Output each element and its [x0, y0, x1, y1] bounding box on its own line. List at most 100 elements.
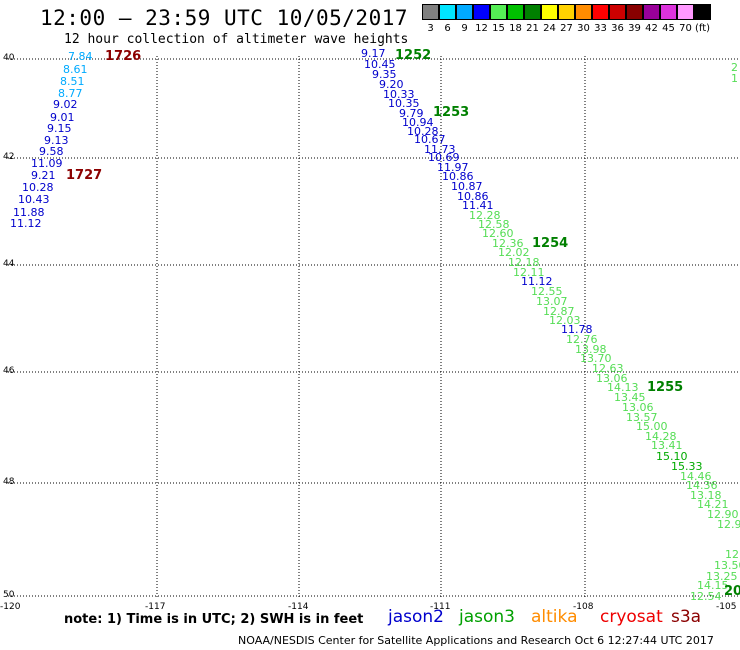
wave-height-label: 10.86 [442, 170, 474, 183]
wave-height-label: 12 [725, 548, 739, 561]
color-scale-swatch [592, 4, 609, 20]
latitude-tick-label: 40 [3, 53, 15, 63]
color-scale-label: 6 [444, 23, 451, 34]
wave-height-label: 9.79 [399, 107, 424, 120]
wave-height-label: 13.06 [596, 372, 628, 385]
pass-number-label: 20 [724, 584, 740, 599]
wave-height-label: 2 [731, 61, 738, 74]
wave-height-label: 12.54 [690, 590, 722, 603]
wave-height-label: 14.15 [697, 579, 729, 592]
wave-height-label: 10.28 [407, 125, 439, 138]
pass-number-label: 1727 [66, 168, 103, 183]
longitude-tick-label: -114 [288, 602, 309, 612]
color-scale-label: 45 [662, 23, 675, 34]
color-scale-swatch [456, 4, 473, 20]
wave-height-label: 13.70 [580, 352, 612, 365]
wave-height-label: 9.15 [47, 122, 72, 135]
color-scale-swatch [524, 4, 541, 20]
wave-height-label: 8.61 [63, 63, 88, 76]
color-scale-swatch [660, 4, 677, 20]
wave-height-label: 13.45 [614, 391, 646, 404]
wave-height-label: 13.41 [651, 439, 683, 452]
longitude-tick-label: -108 [573, 602, 594, 612]
wave-height-label: 9.58 [39, 145, 64, 158]
wave-height-label: 9.02 [53, 98, 78, 111]
wave-height-label: 12.28 [469, 209, 501, 222]
legend-entry-cryosat: cryosat [600, 607, 663, 627]
wave-height-label: 14.46 [680, 470, 712, 483]
wave-height-label: 12.76 [566, 333, 598, 346]
wave-height-label: 11.73 [424, 143, 456, 156]
units-note: note: 1) Time is in UTC; 2) SWH is in fe… [64, 612, 364, 627]
color-scale-swatch [643, 4, 660, 20]
color-scale-swatch [558, 4, 575, 20]
wave-height-label: 13.07 [536, 295, 568, 308]
color-scale-label: 12 [475, 23, 488, 34]
wave-height-label: 11.12 [10, 217, 42, 230]
wave-height-label: 13.18 [690, 489, 722, 502]
wave-height-label: 15.10 [656, 450, 688, 463]
wave-height-label: 7.84 [68, 50, 93, 63]
wave-height-label: 15.00 [636, 420, 668, 433]
longitude-tick-label: -120 [0, 602, 21, 612]
color-scale-swatch [626, 4, 643, 20]
legend-entry-s3a: s3a [671, 607, 702, 627]
wave-height-label: 12.03 [549, 314, 581, 327]
latitude-tick-label: 46 [3, 366, 15, 376]
wave-height-label: 9.17 [361, 47, 386, 60]
map-subtitle: 12 hour collection of altimeter wave hei… [64, 32, 409, 47]
color-scale-label: 9 [461, 23, 468, 34]
latitude-tick-label: 44 [3, 259, 15, 269]
color-scale-swatch [677, 4, 694, 20]
wave-height-label: 10.67 [414, 133, 446, 146]
wave-height-label: 10.86 [457, 190, 489, 203]
wave-height-label: 11.88 [13, 206, 45, 219]
color-scale-label: (ft) [694, 23, 711, 34]
pass-number-label: 1254 [532, 236, 569, 251]
color-scale-label: 27 [560, 23, 573, 34]
color-scale-label: 21 [526, 23, 539, 34]
wave-height-label: 10.45 [364, 58, 396, 71]
color-scale-swatch [609, 4, 626, 20]
wave-height-label: 11.41 [462, 199, 494, 212]
legend-entry-altika: altika [531, 607, 578, 627]
pass-number-label: 1252 [395, 48, 432, 63]
wave-height-label: 14.36 [686, 479, 718, 492]
wave-height-label: 10.28 [22, 181, 54, 194]
wave-height-label: 8.77 [58, 87, 83, 100]
wave-height-label: 13.57 [626, 411, 658, 424]
pass-number-label: 1255 [647, 380, 684, 395]
legend-entry-jason2: jason2 [388, 607, 444, 627]
wave-height-label: 13.06 [622, 401, 654, 414]
wave-height-label: 10.69 [428, 151, 460, 164]
wave-height-label: 10.87 [451, 180, 483, 193]
wave-height-label: 14.13 [607, 381, 639, 394]
longitude-tick-label: -117 [145, 602, 166, 612]
color-scale-label: 18 [509, 23, 522, 34]
pass-number-label: 1726 [105, 49, 142, 64]
color-scale-label: 15 [492, 23, 505, 34]
color-scale-label: 3 [427, 23, 434, 34]
wave-height-label: 13.25 [706, 570, 738, 583]
pass-number-label: 1253 [433, 105, 470, 120]
latitude-tick-label: 42 [3, 152, 15, 162]
wave-height-label: 10.43 [18, 193, 50, 206]
latitude-tick-label: 50 [3, 590, 15, 600]
wave-height-label: 13.98 [575, 343, 607, 356]
wave-height-label: 1 [731, 72, 738, 85]
wave-height-label: 11.12 [521, 275, 553, 288]
color-scale-swatch [694, 4, 711, 20]
wave-height-label: 12.9 [717, 518, 740, 531]
color-scale-label: 33 [594, 23, 607, 34]
wave-height-label: 8.51 [60, 75, 85, 88]
wave-height-label: 12.90 [707, 508, 739, 521]
wave-height-label: 12.36 [492, 237, 524, 250]
wave-height-label: 9.35 [372, 68, 397, 81]
wave-height-label: 15.33 [671, 460, 703, 473]
wave-height-label: 12.02 [498, 246, 530, 259]
wave-height-label: 10.94 [402, 116, 434, 129]
wave-height-label: 9.01 [50, 111, 75, 124]
color-scale-swatch [575, 4, 592, 20]
latitude-tick-label: 48 [3, 477, 15, 487]
